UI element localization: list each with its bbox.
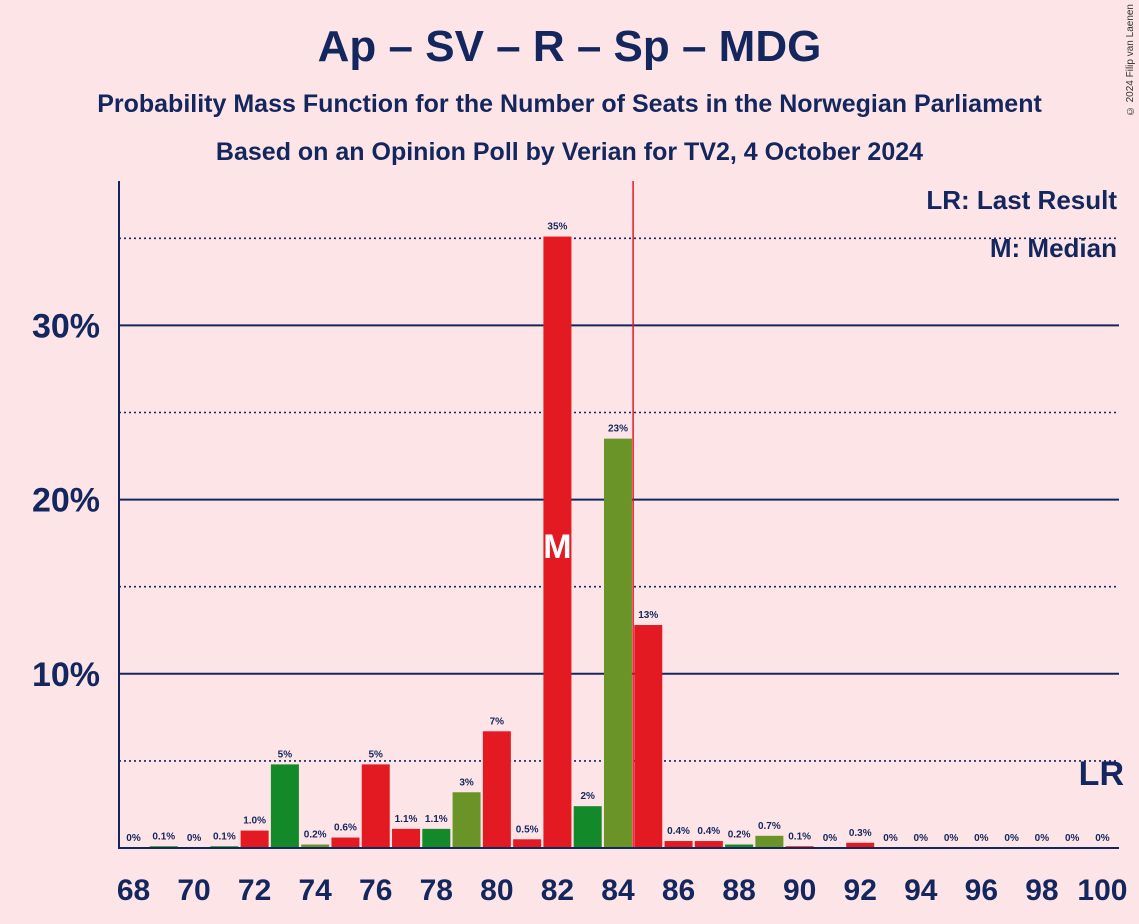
bar — [422, 828, 451, 848]
bar — [603, 438, 632, 848]
bar-value-label: 1.1% — [395, 814, 418, 825]
y-tick-label: 20% — [32, 482, 100, 520]
x-tick-label: 96 — [965, 874, 998, 907]
x-tick-label: 80 — [480, 874, 513, 907]
bar — [513, 839, 542, 848]
bar — [846, 842, 875, 848]
chart-title: Ap – SV – R – Sp – MDG — [317, 22, 822, 71]
bar — [392, 828, 421, 848]
bar-value-label: 0.1% — [152, 831, 175, 842]
bar-value-label: 0.1% — [788, 831, 811, 842]
x-tick-label: 90 — [783, 874, 816, 907]
bar-value-label: 0.4% — [697, 826, 720, 837]
bar — [482, 731, 511, 848]
bar-value-label: 0% — [1004, 833, 1019, 844]
bar-value-label: 5% — [278, 749, 293, 760]
bar-value-label: 23% — [608, 424, 628, 435]
x-tick-label: 88 — [722, 874, 755, 907]
legend-last-result: LR: Last Result — [926, 185, 1117, 215]
x-tick-label: 82 — [541, 874, 574, 907]
bar — [573, 806, 602, 848]
bar — [270, 764, 299, 848]
last-result-marker: LR — [1079, 755, 1124, 793]
bar-value-label: 7% — [490, 716, 505, 727]
x-tick-label: 72 — [238, 874, 271, 907]
bar — [331, 837, 360, 848]
chart-source: Based on an Opinion Poll by Verian for T… — [215, 138, 924, 166]
x-tick-label: 86 — [662, 874, 695, 907]
bar-value-label: 0.6% — [334, 823, 357, 834]
bar-value-label: 0% — [883, 833, 898, 844]
bar-value-label: 0% — [914, 833, 929, 844]
bar-value-label: 0.7% — [758, 821, 781, 832]
bar-value-label: 2% — [580, 791, 595, 802]
bar-value-label: 13% — [638, 610, 658, 621]
bar-value-label: 0% — [187, 833, 202, 844]
x-tick-label: 92 — [844, 874, 877, 907]
bar-value-label: 0.4% — [667, 826, 690, 837]
median-marker: M — [543, 528, 571, 566]
y-tick-label: 30% — [32, 307, 100, 345]
x-tick-label: 94 — [904, 874, 938, 907]
bar-value-label: 0% — [823, 833, 838, 844]
chart-subtitle: Probability Mass Function for the Number… — [97, 90, 1042, 118]
x-tick-label: 76 — [359, 874, 392, 907]
bar-value-label: 0.3% — [849, 828, 872, 839]
bar-value-label: 3% — [459, 777, 474, 788]
bar-value-label: 0% — [944, 833, 959, 844]
bar-value-label: 0% — [974, 833, 989, 844]
x-tick-label: 84 — [601, 874, 635, 907]
bar-value-label: 0.2% — [304, 830, 327, 841]
bar — [301, 844, 330, 848]
x-tick-label: 98 — [1025, 874, 1058, 907]
bar — [725, 844, 754, 848]
bar-value-label: 0% — [1035, 833, 1050, 844]
bar-value-label: 0% — [1065, 833, 1080, 844]
bar-value-label: 0% — [126, 833, 141, 844]
x-tick-label: 74 — [298, 874, 332, 907]
x-tick-label: 70 — [177, 874, 210, 907]
bar — [543, 236, 572, 849]
bar-value-label: 0.2% — [728, 830, 751, 841]
bar-value-label: 35% — [547, 222, 567, 233]
bar — [361, 764, 390, 848]
bar-value-label: 5% — [369, 749, 384, 760]
bar — [694, 841, 723, 848]
bar — [240, 830, 269, 848]
bar — [452, 792, 481, 848]
x-tick-label: 78 — [420, 874, 453, 907]
bar — [755, 835, 784, 848]
bar-value-label: 1.0% — [243, 816, 266, 827]
bar — [664, 841, 693, 848]
y-tick-label: 10% — [32, 656, 100, 694]
bar-value-label: 1.1% — [425, 814, 448, 825]
x-tick-label: 68 — [117, 874, 150, 907]
bar — [634, 625, 663, 848]
x-tick-label: 100 — [1077, 874, 1127, 907]
bar-value-label: 0.5% — [516, 824, 539, 835]
bar-value-label: 0.1% — [213, 831, 236, 842]
bar-value-label: 0% — [1095, 833, 1110, 844]
